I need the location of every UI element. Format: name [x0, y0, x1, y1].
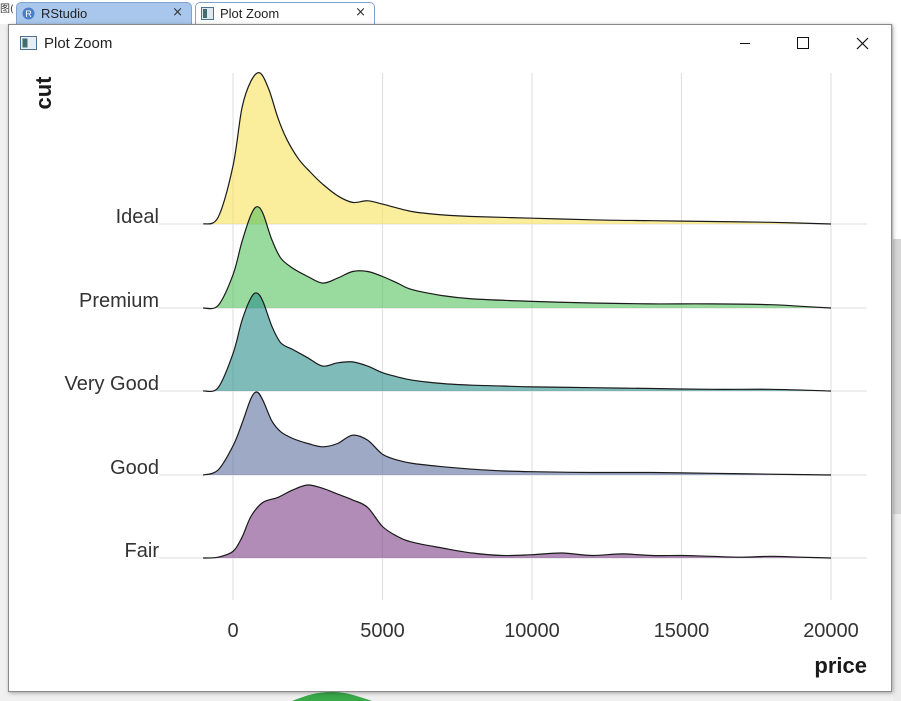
- x-tick-label: 20000: [803, 620, 859, 642]
- y-tick-label-premium: Premium: [79, 290, 159, 312]
- y-tick-label-good: Good: [110, 457, 159, 479]
- tab-plot-zoom[interactable]: Plot Zoom ×: [195, 2, 375, 24]
- title-bar[interactable]: Plot Zoom: [9, 25, 891, 61]
- maximize-button[interactable]: [783, 29, 823, 57]
- y-tick-label-fair: Fair: [125, 540, 160, 562]
- ridgeline-plot: Fair Good Very Good Premium Ideal 0 5000 10000…: [31, 72, 867, 678]
- rstudio-icon: R: [22, 7, 35, 20]
- x-tick-label: 0: [227, 620, 238, 642]
- close-icon[interactable]: ×: [172, 5, 183, 20]
- window-title: Plot Zoom: [44, 35, 113, 52]
- background-window-edge: [893, 24, 901, 701]
- x-tick-label: 10000: [504, 620, 560, 642]
- close-button[interactable]: [842, 29, 882, 57]
- ridge-area-premium: [203, 206, 832, 309]
- y-tick-label-ideal: Ideal: [116, 206, 159, 228]
- ridge-line-fair: [203, 484, 832, 559]
- y-axis-title: cut: [31, 76, 56, 110]
- ridge-line-premium: [203, 206, 832, 310]
- tab-rstudio[interactable]: R RStudio ×: [16, 2, 192, 24]
- plot-zoom-window: Plot Zoom Fair Good Very Good Premium Ideal …: [8, 24, 892, 692]
- ridge-area-very-good: [203, 292, 832, 392]
- ridge-line-ideal: [202, 72, 832, 225]
- background-plot-fragment: [292, 692, 372, 701]
- corner-text: 图(: [0, 4, 14, 15]
- ridge-line-good: [202, 391, 832, 476]
- close-icon[interactable]: ×: [355, 5, 366, 20]
- x-tick-label: 5000: [360, 620, 405, 642]
- plot-window-icon: [201, 7, 214, 20]
- close-icon: [856, 37, 868, 49]
- ridge-area-good: [203, 391, 832, 475]
- tab-strip: 图( R RStudio × Plot Zoom ×: [0, 0, 901, 24]
- ridge-area-fair: [203, 484, 832, 558]
- minimize-icon: [740, 43, 750, 44]
- x-axis-title: price: [814, 653, 867, 678]
- ridge-area-ideal: [203, 72, 832, 224]
- ridge-line-very-good: [202, 292, 832, 393]
- x-tick-label: 15000: [654, 620, 710, 642]
- tab-plot-zoom-label: Plot Zoom: [220, 6, 280, 21]
- y-tick-label-very-good: Very Good: [64, 373, 159, 395]
- maximize-icon: [797, 37, 809, 49]
- tab-rstudio-label: RStudio: [41, 6, 88, 21]
- minimize-button[interactable]: [725, 29, 765, 57]
- svg-text:R: R: [25, 9, 32, 19]
- plot-window-icon: [20, 36, 37, 50]
